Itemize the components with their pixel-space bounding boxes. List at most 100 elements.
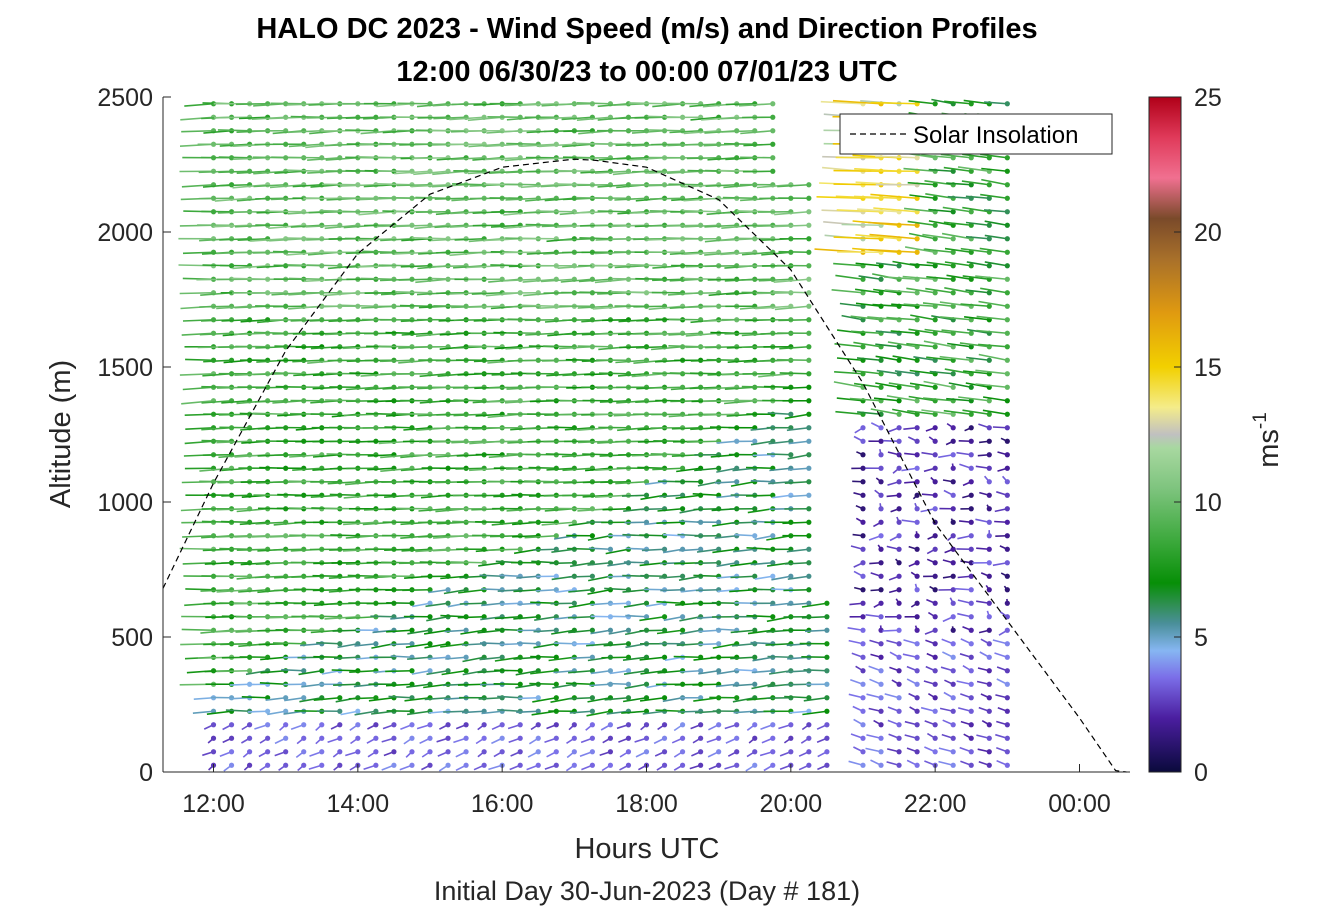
wind-barb-stick <box>901 467 918 472</box>
wind-barb-stick <box>216 669 250 673</box>
wind-barb-stick <box>239 521 268 526</box>
wind-barb-dot <box>445 600 451 606</box>
wind-barb-dot <box>968 708 974 714</box>
wind-barb-dot <box>968 465 974 471</box>
wind-barb-stick <box>398 278 431 281</box>
wind-barb-dot <box>806 452 812 458</box>
wind-barb-stick <box>782 386 809 390</box>
wind-barb-stick <box>690 426 719 431</box>
wind-barb-stick <box>532 548 557 551</box>
wind-barb-stick <box>182 534 214 538</box>
wind-barb-stick <box>703 413 737 416</box>
wind-barb-dot <box>625 668 632 674</box>
wind-barb-stick <box>367 453 394 457</box>
wind-barb-stick <box>545 453 575 456</box>
wind-barb-stick <box>200 318 232 322</box>
wind-barb-dot <box>517 722 523 728</box>
wind-barb-dot <box>932 101 938 107</box>
wind-barb-stick <box>543 345 575 348</box>
wind-barb-dot <box>1004 695 1010 701</box>
wind-barb-dot <box>445 722 451 728</box>
wind-barb-stick <box>611 224 647 228</box>
wind-barb-dot <box>932 465 938 471</box>
wind-barb-stick <box>327 480 358 485</box>
wind-barb-dot <box>770 492 776 498</box>
wind-barb-stick <box>732 467 755 472</box>
chart-subtitle: 12:00 06/30/23 to 00:00 07/01/23 UTC <box>396 56 897 88</box>
wind-barb-dot <box>950 425 956 431</box>
wind-barb-stick <box>310 399 340 404</box>
wind-barb-dot <box>932 438 938 444</box>
wind-barb-dot <box>409 735 415 741</box>
wind-barb-dot <box>932 344 938 350</box>
wind-barb-dot <box>968 519 974 525</box>
wind-barb-stick <box>306 264 340 267</box>
wind-barb-dot <box>679 722 686 728</box>
wind-barb-stick <box>516 575 539 579</box>
wind-barb-stick <box>679 669 701 673</box>
wind-barb-stick <box>724 332 755 335</box>
wind-barb-stick <box>450 156 485 161</box>
wind-barb-dot <box>806 735 812 741</box>
wind-barb-stick <box>766 453 791 456</box>
wind-barb-dot <box>337 762 343 768</box>
wind-barb-stick <box>434 197 467 200</box>
wind-barb-stick <box>219 143 250 147</box>
wind-barb-dot <box>896 573 902 579</box>
wind-barb-stick <box>466 264 503 269</box>
wind-barb-dot <box>932 222 938 228</box>
wind-barb-dot <box>373 722 379 728</box>
wind-barb-stick <box>789 710 809 714</box>
wind-barb-dot <box>986 438 992 444</box>
wind-barb-stick <box>538 143 575 148</box>
wind-barb-stick <box>870 193 918 200</box>
wind-barb-stick <box>298 669 322 676</box>
wind-barb-stick <box>755 305 791 310</box>
wind-barb-stick <box>479 642 503 645</box>
wind-barb-stick <box>586 710 611 717</box>
wind-barb-dot <box>283 735 289 741</box>
wind-barb-stick <box>648 170 683 174</box>
wind-barb-stick <box>552 683 575 689</box>
wind-barb-stick <box>662 696 683 703</box>
wind-barb-stick <box>203 129 232 134</box>
wind-barb-stick <box>651 345 683 351</box>
wind-barb-stick <box>576 116 611 121</box>
wind-barb-dot <box>716 735 722 741</box>
wind-barb-dot <box>535 708 541 714</box>
colorbar-label: ms-1 <box>1250 412 1285 468</box>
wind-barb-stick <box>771 575 791 581</box>
wind-barb-dot <box>679 452 686 458</box>
wind-barb-stick <box>841 314 864 321</box>
wind-barb-dot <box>409 641 415 647</box>
wind-barb-dot <box>950 641 956 647</box>
wind-barb-stick <box>652 467 683 471</box>
wind-barb-stick <box>459 602 485 605</box>
wind-barb-stick <box>433 116 467 120</box>
wind-barb-stick <box>569 710 593 714</box>
wind-barb-stick <box>850 330 882 335</box>
wind-barb-stick <box>506 142 539 146</box>
wind-barb-dot <box>607 749 614 755</box>
wind-barb-stick <box>343 521 376 526</box>
wind-barb-dot <box>806 749 812 755</box>
wind-barb-dot <box>968 425 974 431</box>
wind-barb-dot <box>968 722 974 728</box>
wind-barb-dot <box>427 641 433 647</box>
wind-barb-dot <box>246 735 253 741</box>
wind-barb-stick <box>371 710 395 715</box>
wind-barb-stick <box>497 588 521 592</box>
colorbar-gradient <box>1148 96 1182 773</box>
wind-barb-stick <box>676 642 701 647</box>
wind-barb-dot <box>752 749 758 755</box>
y-tick-label: 2500 <box>97 84 153 112</box>
wind-barb-stick <box>497 709 521 713</box>
wind-barb-stick <box>286 251 322 256</box>
wind-barb-dot <box>806 195 812 201</box>
wind-barb-dot <box>932 479 938 485</box>
wind-barb-stick <box>182 251 214 255</box>
wind-barb-dot <box>679 614 686 620</box>
wind-barb-dot <box>1004 101 1010 107</box>
wind-barb-stick <box>703 386 737 390</box>
wind-barb-dot <box>752 762 758 768</box>
